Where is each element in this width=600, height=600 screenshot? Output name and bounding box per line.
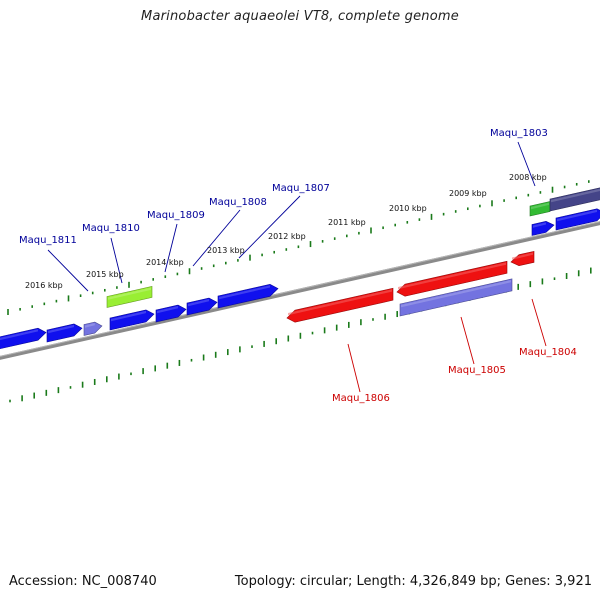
leader-line <box>110 237 123 284</box>
kbp-label: 2009 kbp <box>449 189 487 198</box>
gene-feature[interactable] <box>106 286 153 308</box>
gene-feature[interactable] <box>217 284 279 309</box>
label-leader-lines <box>47 141 547 393</box>
kbp-label: 2011 kbp <box>328 218 366 227</box>
gene-feature[interactable] <box>531 221 555 236</box>
gene-feature[interactable] <box>186 297 218 316</box>
kbp-label: 2012 kbp <box>268 232 306 241</box>
gene-feature[interactable] <box>399 278 513 317</box>
gene-label[interactable]: Maqu_1809 <box>147 210 205 221</box>
gene-label[interactable]: Maqu_1806 <box>332 393 390 404</box>
leader-line <box>238 195 301 259</box>
labels: 2016 kbp 2015 kbp 2014 kbp 2013 kbp 2012 kbp… <box>19 128 577 404</box>
leader-line <box>531 298 547 347</box>
gene-features <box>0 187 600 351</box>
accession-text: Accession: NC_008740 <box>9 574 157 589</box>
gene-feature[interactable] <box>46 323 83 343</box>
leader-line <box>47 249 89 292</box>
backbone-line <box>0 221 600 360</box>
kbp-label: 2014 kbp <box>146 258 184 267</box>
gene-feature[interactable] <box>510 250 535 267</box>
gene-label[interactable]: Maqu_1807 <box>272 183 330 194</box>
kbp-label: 2013 kbp <box>207 246 245 255</box>
leader-line <box>517 141 536 187</box>
gene-label[interactable]: Maqu_1810 <box>82 223 140 234</box>
gene-feature[interactable] <box>83 321 103 336</box>
leader-line <box>164 223 178 273</box>
leader-line <box>460 316 475 365</box>
gene-feature[interactable] <box>555 208 600 231</box>
gene-feature[interactable] <box>0 327 47 351</box>
leader-line <box>192 209 241 267</box>
genome-summary-text: Topology: circular; Length: 4,326,849 bp… <box>234 574 592 589</box>
gene-feature[interactable] <box>549 187 600 212</box>
gene-label[interactable]: Maqu_1804 <box>519 347 577 358</box>
kbp-label: 2008 kbp <box>509 173 547 182</box>
scale-ticks <box>7 180 592 403</box>
genome-title: Marinobacter aquaeolei VT8, complete gen… <box>141 9 459 24</box>
gene-label[interactable]: Maqu_1803 <box>490 128 548 139</box>
gene-label[interactable]: Maqu_1808 <box>209 197 267 208</box>
gene-feature[interactable] <box>529 201 551 217</box>
gene-feature[interactable] <box>396 260 508 297</box>
gene-feature[interactable] <box>155 304 187 323</box>
gene-feature[interactable] <box>286 287 394 323</box>
genome-backbone <box>0 221 600 360</box>
gene-feature[interactable] <box>109 309 155 331</box>
kbp-label: 2016 kbp <box>25 281 63 290</box>
leader-line <box>347 343 361 393</box>
upper-scale-ticks <box>7 180 590 315</box>
kbp-label: 2015 kbp <box>86 270 124 279</box>
gene-label[interactable]: Maqu_1811 <box>19 235 77 246</box>
kbp-label: 2010 kbp <box>389 204 427 213</box>
gene-label[interactable]: Maqu_1805 <box>448 365 506 376</box>
